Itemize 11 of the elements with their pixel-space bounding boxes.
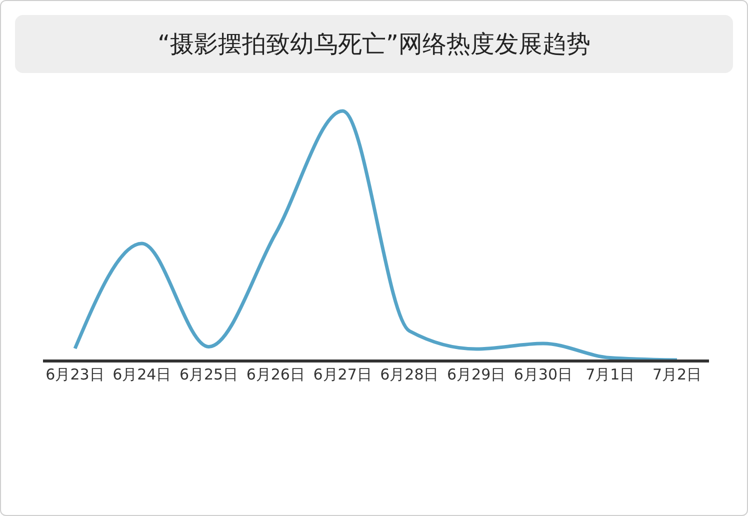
x-tick-label: 6月23日	[46, 366, 104, 384]
x-tick-label: 6月25日	[179, 366, 238, 384]
x-tick-label: 6月26日	[246, 366, 305, 384]
x-tick-label: 6月24日	[112, 366, 172, 384]
x-tick-label: 7月2日	[652, 366, 702, 384]
x-tick-label: 6月27日	[313, 366, 372, 384]
x-tick-label: 7月1日	[586, 366, 635, 384]
x-tick-label: 6月30日	[514, 366, 573, 384]
x-tick-label: 6月28日	[380, 366, 439, 384]
chart-title: “摄影摆拍致幼鸟死亡”网络热度发展趋势	[15, 15, 733, 73]
x-tick-label: 6月29日	[447, 366, 506, 384]
